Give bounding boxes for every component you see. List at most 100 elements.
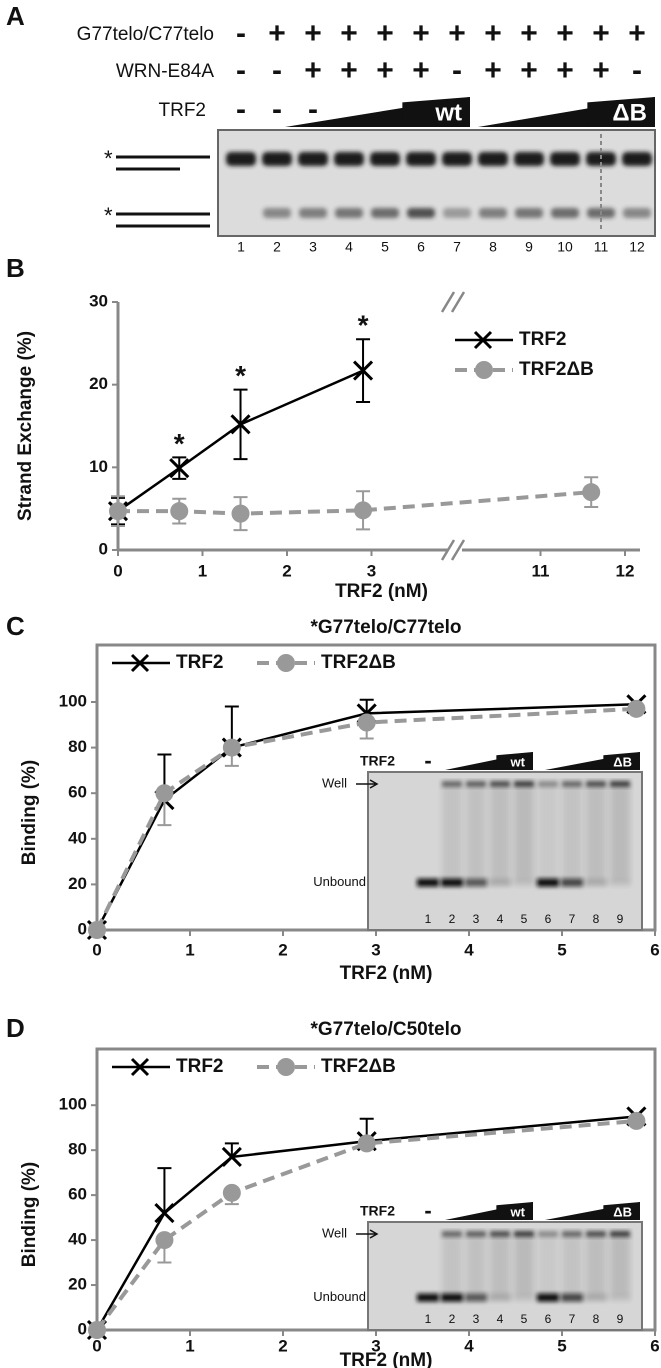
gel-smear — [442, 1234, 462, 1298]
gel-band — [443, 208, 471, 218]
x-tick-label: 0 — [92, 1336, 101, 1355]
lane-number: 7 — [569, 1312, 576, 1326]
sign: + — [592, 54, 610, 87]
panel-letter: D — [6, 1013, 25, 1043]
y-tick-label: 0 — [99, 539, 108, 558]
gel-band — [515, 208, 543, 218]
arrow — [356, 1229, 379, 1239]
lane-number: 4 — [345, 239, 353, 255]
y-tick-label: 0 — [78, 919, 87, 938]
marker — [88, 921, 106, 939]
marker — [222, 738, 241, 757]
y-tick-label: 0 — [78, 1319, 87, 1338]
marker — [627, 1111, 646, 1130]
arrow — [356, 779, 379, 789]
lane-number: 4 — [497, 912, 504, 926]
y-tick-label: 80 — [68, 737, 87, 756]
legend-label: TRF2 — [519, 329, 567, 350]
legend-marker — [277, 1058, 295, 1076]
gel-band — [561, 1293, 583, 1302]
lane-number: 5 — [521, 912, 528, 926]
x-tick-label: 0 — [92, 940, 101, 959]
x-tick-label: 5 — [557, 1336, 566, 1355]
lane-number: 9 — [525, 239, 533, 255]
wedge — [496, 1202, 533, 1220]
panel-letter: C — [6, 611, 25, 641]
y-tick-label: 20 — [68, 1275, 87, 1294]
sign: + — [376, 54, 394, 87]
marker — [170, 502, 189, 521]
lane-number: 5 — [521, 1312, 528, 1326]
gel-band — [263, 208, 291, 218]
gel-band — [417, 878, 439, 887]
marker — [169, 458, 190, 479]
gel-band — [513, 1293, 535, 1302]
wedge-label: ΔB — [613, 754, 632, 769]
legend-marker — [473, 330, 493, 350]
wedge-label: ΔB — [613, 1204, 632, 1219]
annotation: * — [235, 360, 246, 391]
lane-number: 1 — [425, 1312, 432, 1326]
marker-stroke — [221, 1146, 242, 1167]
x-tick-label: 1 — [185, 940, 194, 959]
gel-band — [335, 208, 363, 218]
wedge — [603, 752, 640, 770]
lane-number: 11 — [594, 239, 609, 255]
gel-smear — [466, 784, 486, 883]
sign: + — [304, 54, 322, 87]
gel-band — [262, 152, 292, 166]
sign: - — [236, 93, 246, 126]
marker-stroke — [169, 458, 190, 479]
row-label: WRN-E84A — [116, 61, 215, 82]
gel-smear — [514, 1234, 534, 1298]
marker — [357, 1134, 376, 1153]
x-axis-label: TRF2 (nM) — [340, 1350, 433, 1368]
marker — [155, 784, 174, 803]
y-tick-label: 60 — [68, 1185, 87, 1204]
gel-band — [537, 878, 559, 887]
gel-band — [585, 1293, 607, 1302]
annotation: * — [358, 310, 369, 341]
legend-label: TRF2ΔB — [519, 359, 594, 380]
x-axis-label: TRF2 (nM) — [340, 963, 433, 984]
y-axis-label: Binding (%) — [19, 1162, 40, 1268]
legend-marker — [475, 361, 493, 379]
gel-band — [298, 152, 328, 166]
gel-smear — [490, 1234, 510, 1298]
lane-number: 6 — [545, 1312, 552, 1326]
inset-label: TRF2 — [360, 753, 395, 769]
lane-number: 2 — [273, 239, 281, 255]
gel-band — [465, 1293, 487, 1302]
gel-smear — [442, 784, 462, 883]
error-bar — [157, 1167, 172, 1214]
x-tick-label: 3 — [367, 561, 376, 580]
gel-band — [489, 878, 511, 887]
marker-stroke — [352, 360, 374, 381]
gel-band — [478, 152, 508, 166]
wedge — [496, 752, 533, 770]
gel-smear — [490, 784, 510, 883]
sign: - — [272, 54, 282, 87]
x-tick-label: 4 — [464, 1336, 474, 1355]
sign: + — [592, 17, 610, 50]
error-bar — [224, 1142, 239, 1157]
gel-band — [514, 152, 544, 166]
sign: - — [632, 54, 642, 87]
sign: - — [452, 54, 462, 87]
inset-label: Unbound — [313, 874, 366, 889]
annotation: * — [174, 428, 185, 459]
sign: + — [340, 17, 358, 50]
wedge-label: wt — [434, 99, 462, 126]
gel-band — [513, 878, 535, 887]
marker-stroke — [154, 1203, 175, 1224]
sign: + — [484, 17, 502, 50]
x-tick-label: 12 — [616, 561, 635, 580]
inset-label: TRF2 — [360, 1203, 395, 1219]
gel-band — [622, 152, 652, 166]
sign: + — [484, 54, 502, 87]
lane-number: 2 — [449, 1312, 456, 1326]
gel-band — [550, 152, 580, 166]
legend-label: TRF2 — [176, 652, 224, 673]
gel-smear — [466, 1234, 486, 1298]
error-bar — [359, 698, 374, 714]
